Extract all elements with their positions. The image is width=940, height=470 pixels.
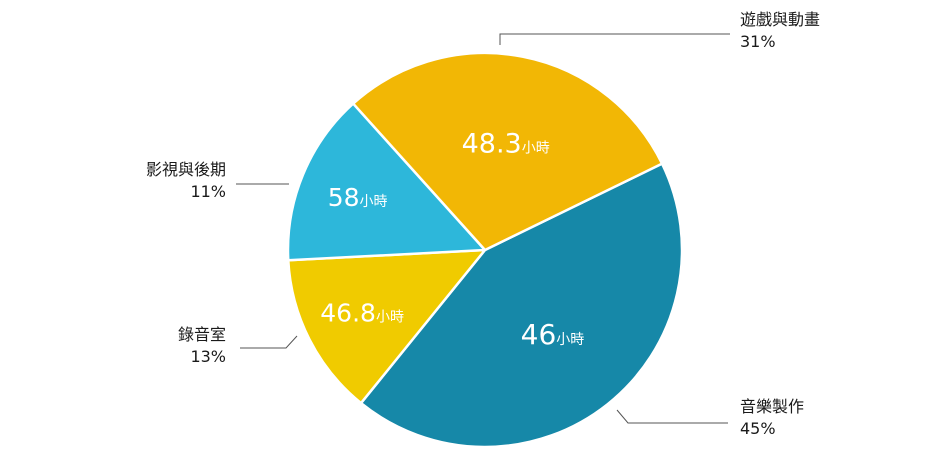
leader-line: [499, 33, 730, 45]
category-label: 音樂製作: [740, 397, 804, 416]
leader-line: [616, 409, 728, 424]
pie-slice: [359, 162, 684, 449]
pie-slice: [286, 102, 487, 262]
slice-value-label: 58小時: [328, 183, 388, 212]
percent-label: 11%: [190, 182, 226, 201]
percent-label: 31%: [740, 32, 776, 51]
slice-value-label: 46.8小時: [320, 299, 404, 328]
leader-line: [240, 335, 298, 349]
pie-slice: [351, 51, 664, 252]
slice-value-label: 46小時: [521, 318, 585, 351]
pie-slice: [287, 248, 487, 405]
slice-value-label: 48.3小時: [462, 129, 550, 160]
category-label: 錄音室: [178, 325, 226, 344]
category-label: 遊戲與動畫: [740, 10, 820, 29]
category-label: 影視與後期: [146, 160, 226, 179]
percent-label: 13%: [190, 347, 226, 366]
percent-label: 45%: [740, 419, 776, 438]
